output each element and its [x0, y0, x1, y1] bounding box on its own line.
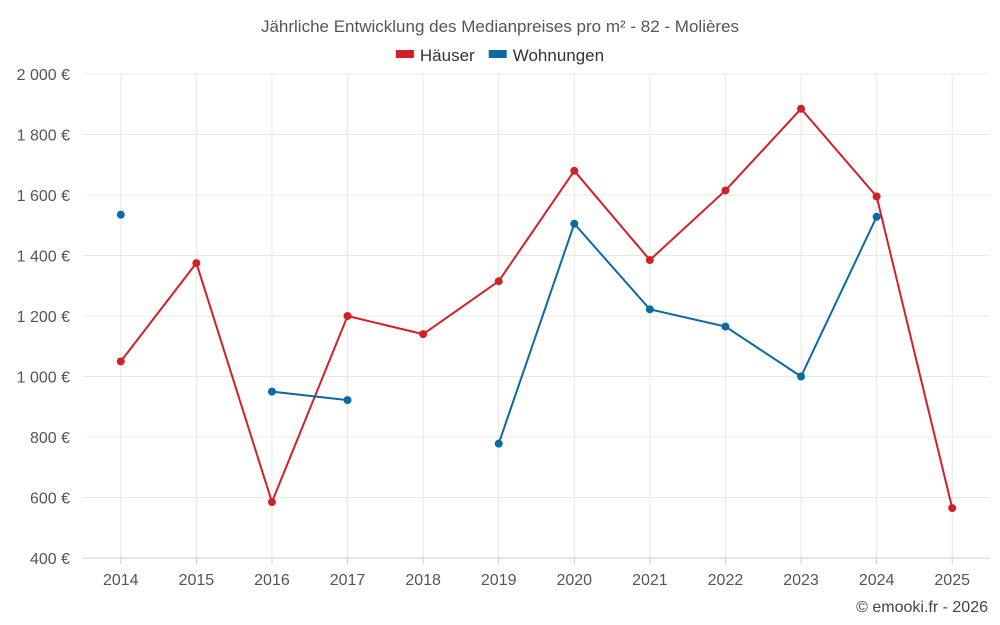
data-point[interactable] [872, 192, 881, 201]
axis-layer: 400 € 600 € 800 € 1 000 € 1 200 € 1 400 € 1 60… [17, 67, 990, 589]
data-point[interactable] [343, 396, 352, 405]
data-point[interactable] [116, 210, 125, 219]
x-tick-label: 2017 [330, 572, 366, 589]
x-tick-label: 2015 [179, 572, 215, 589]
data-point[interactable] [797, 372, 806, 381]
data-point[interactable] [419, 330, 428, 339]
legend[interactable]: Häuser Wohnungen [395, 46, 604, 65]
data-point[interactable] [267, 498, 276, 507]
y-tick-label: 1 600 € [17, 188, 70, 205]
x-tick-label: 2020 [556, 572, 592, 589]
y-tick-label: 1 200 € [17, 309, 70, 326]
legend-swatch [488, 50, 507, 58]
x-tick-label: 2023 [783, 572, 819, 589]
data-point[interactable] [948, 504, 957, 513]
data-point[interactable] [721, 186, 730, 195]
legend-item-2[interactable]: Wohnungen [488, 46, 604, 65]
series-line [119, 107, 954, 509]
legend-item-1[interactable]: Häuser [395, 46, 475, 65]
data-point[interactable] [797, 104, 806, 113]
data-point[interactable] [494, 439, 503, 448]
y-tick-label: 2 000 € [17, 67, 70, 84]
series-2 [116, 210, 881, 448]
data-point[interactable] [872, 212, 881, 221]
data-point[interactable] [494, 277, 503, 286]
data-point[interactable] [116, 357, 125, 366]
legend-label: Wohnungen [513, 46, 604, 65]
series-line [271, 390, 348, 402]
data-point[interactable] [570, 219, 579, 228]
data-point[interactable] [721, 322, 730, 331]
x-tick-label: 2014 [103, 572, 139, 589]
data-point[interactable] [645, 256, 654, 265]
data-point[interactable] [343, 312, 352, 320]
y-tick-label: 400 € [30, 551, 70, 568]
y-tick-label: 600 € [30, 491, 70, 508]
y-tick-label: 1 800 € [17, 128, 70, 145]
data-point[interactable] [267, 387, 276, 396]
legend-label: Häuser [420, 46, 475, 65]
grid-layer [83, 73, 990, 559]
legend-swatch [395, 50, 414, 58]
x-tick-label: 2025 [934, 572, 970, 589]
series-layer [116, 104, 957, 513]
x-tick-label: 2021 [632, 572, 668, 589]
data-point[interactable] [570, 166, 579, 175]
x-tick-label: 2019 [481, 572, 517, 589]
series-1 [116, 104, 957, 513]
y-tick-label: 800 € [30, 430, 70, 447]
x-tick-label: 2016 [254, 572, 290, 589]
data-point[interactable] [645, 305, 654, 314]
credit-text: © emooki.fr - 2026 [856, 599, 988, 616]
data-point[interactable] [192, 259, 201, 268]
y-tick-label: 1 400 € [17, 249, 70, 266]
chart-title: Jährliche Entwicklung des Medianpreises … [261, 17, 739, 36]
series-line [497, 216, 878, 444]
x-tick-label: 2022 [708, 572, 744, 589]
x-tick-label: 2024 [859, 572, 895, 589]
x-tick-label: 2018 [405, 572, 441, 589]
y-tick-label: 1 000 € [17, 370, 70, 387]
